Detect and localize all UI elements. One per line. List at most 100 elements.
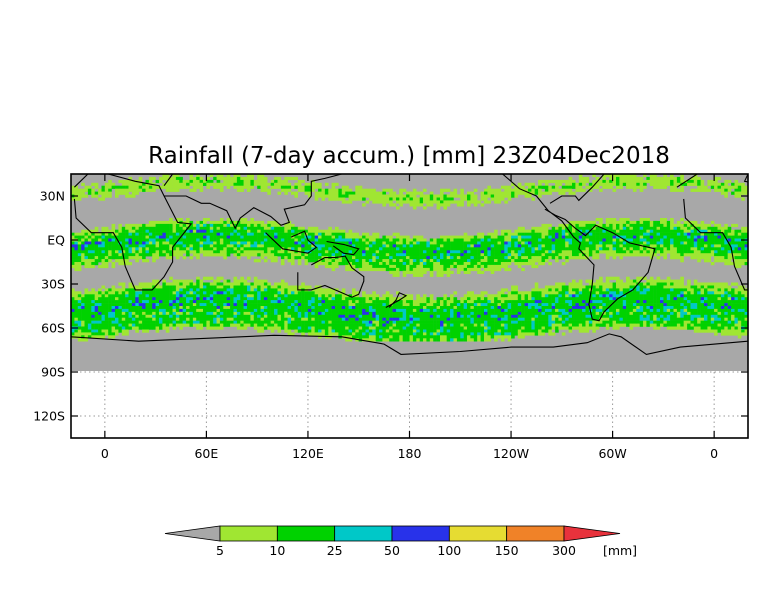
rain-cell xyxy=(250,182,254,186)
rain-cell xyxy=(328,241,332,245)
rain-cell xyxy=(551,308,556,313)
rain-cell xyxy=(240,279,244,283)
rain-cell xyxy=(250,294,254,298)
rain-cell xyxy=(402,244,407,248)
rain-cell xyxy=(263,291,268,295)
rain-cell xyxy=(71,259,75,263)
rain-cell xyxy=(473,235,478,239)
rain-cell xyxy=(433,262,437,266)
rain-cell xyxy=(372,238,376,242)
rain-cell xyxy=(524,247,529,251)
rain-cell xyxy=(538,303,542,307)
rain-cell xyxy=(257,329,261,333)
rain-cell xyxy=(568,176,573,181)
rain-cell xyxy=(487,317,491,321)
rain-cell xyxy=(226,282,231,286)
rain-cell xyxy=(534,244,539,248)
rain-cell xyxy=(561,232,566,236)
rain-cell xyxy=(338,247,342,251)
rain-cell xyxy=(206,282,210,286)
rain-cell xyxy=(196,223,200,228)
rain-cell xyxy=(385,303,390,307)
rain-cell xyxy=(375,194,380,198)
rain-cell xyxy=(179,244,183,248)
rain-cell xyxy=(219,244,224,248)
rain-cell xyxy=(274,285,278,289)
rainfall-field xyxy=(71,174,749,342)
rain-cell xyxy=(81,232,85,236)
rain-cell xyxy=(121,282,126,286)
rain-cell xyxy=(538,250,542,254)
rain-cell xyxy=(453,259,458,263)
rain-cell xyxy=(328,320,332,324)
rain-cell xyxy=(277,311,282,316)
rain-cell xyxy=(487,332,491,336)
rain-cell xyxy=(524,294,529,298)
rain-cell xyxy=(507,306,512,310)
rain-cell xyxy=(412,259,417,263)
rain-cell xyxy=(338,308,342,313)
rain-cell xyxy=(389,191,393,195)
rain-cell xyxy=(524,229,529,233)
rain-cell xyxy=(138,238,143,242)
rain-cell xyxy=(287,226,292,230)
rain-cell xyxy=(365,314,370,318)
rain-cell xyxy=(155,288,160,292)
rain-cell xyxy=(419,323,424,327)
rain-cell xyxy=(358,194,363,198)
rain-cell xyxy=(104,306,109,310)
rain-cell xyxy=(270,326,275,330)
rain-cell xyxy=(84,306,89,310)
rain-cell xyxy=(216,253,221,257)
rain-cell xyxy=(209,311,214,316)
rain-cell xyxy=(406,320,410,324)
rain-cell xyxy=(348,191,353,195)
rain-cell xyxy=(199,294,204,298)
rain-cell xyxy=(572,317,576,321)
rain-cell xyxy=(223,279,227,283)
rain-cell xyxy=(507,250,512,254)
rain-cell xyxy=(152,223,156,228)
rain-cell xyxy=(209,297,214,301)
rain-cell xyxy=(531,244,535,248)
rain-cell xyxy=(362,338,366,342)
rain-cell xyxy=(521,232,525,236)
rain-cell xyxy=(233,297,238,301)
rain-cell xyxy=(453,241,458,245)
rain-cell xyxy=(568,247,573,251)
rain-cell xyxy=(125,306,129,310)
rain-cell xyxy=(307,259,312,263)
rain-cell xyxy=(257,253,261,257)
rain-cell xyxy=(440,262,444,266)
rain-cell xyxy=(450,308,454,313)
rain-cell xyxy=(484,191,488,195)
rain-cell xyxy=(206,226,210,230)
rain-cell xyxy=(118,244,122,248)
rain-cell xyxy=(250,232,254,236)
rain-cell xyxy=(165,223,170,228)
rain-cell xyxy=(555,320,559,324)
rain-cell xyxy=(236,235,241,239)
rain-cell xyxy=(396,270,400,274)
rain-cell xyxy=(500,335,505,339)
rain-cell xyxy=(287,188,292,192)
rain-cell xyxy=(555,311,559,316)
rain-cell xyxy=(494,323,498,327)
rain-cell xyxy=(368,297,373,301)
rain-cell xyxy=(341,253,346,257)
rain-cell xyxy=(253,326,258,330)
rain-cell xyxy=(142,311,146,316)
rain-cell xyxy=(514,256,518,260)
rain-cell xyxy=(368,238,373,242)
rain-cell xyxy=(301,185,305,189)
rain-cell xyxy=(572,306,576,310)
rain-cell xyxy=(568,288,573,292)
rain-cell xyxy=(257,235,261,239)
rain-cell xyxy=(453,247,458,251)
rain-cell xyxy=(500,314,505,318)
rain-cell xyxy=(213,282,217,286)
rain-cell xyxy=(419,267,424,272)
rain-cell xyxy=(328,188,332,192)
rain-cell xyxy=(179,306,183,310)
rain-cell xyxy=(263,308,268,313)
